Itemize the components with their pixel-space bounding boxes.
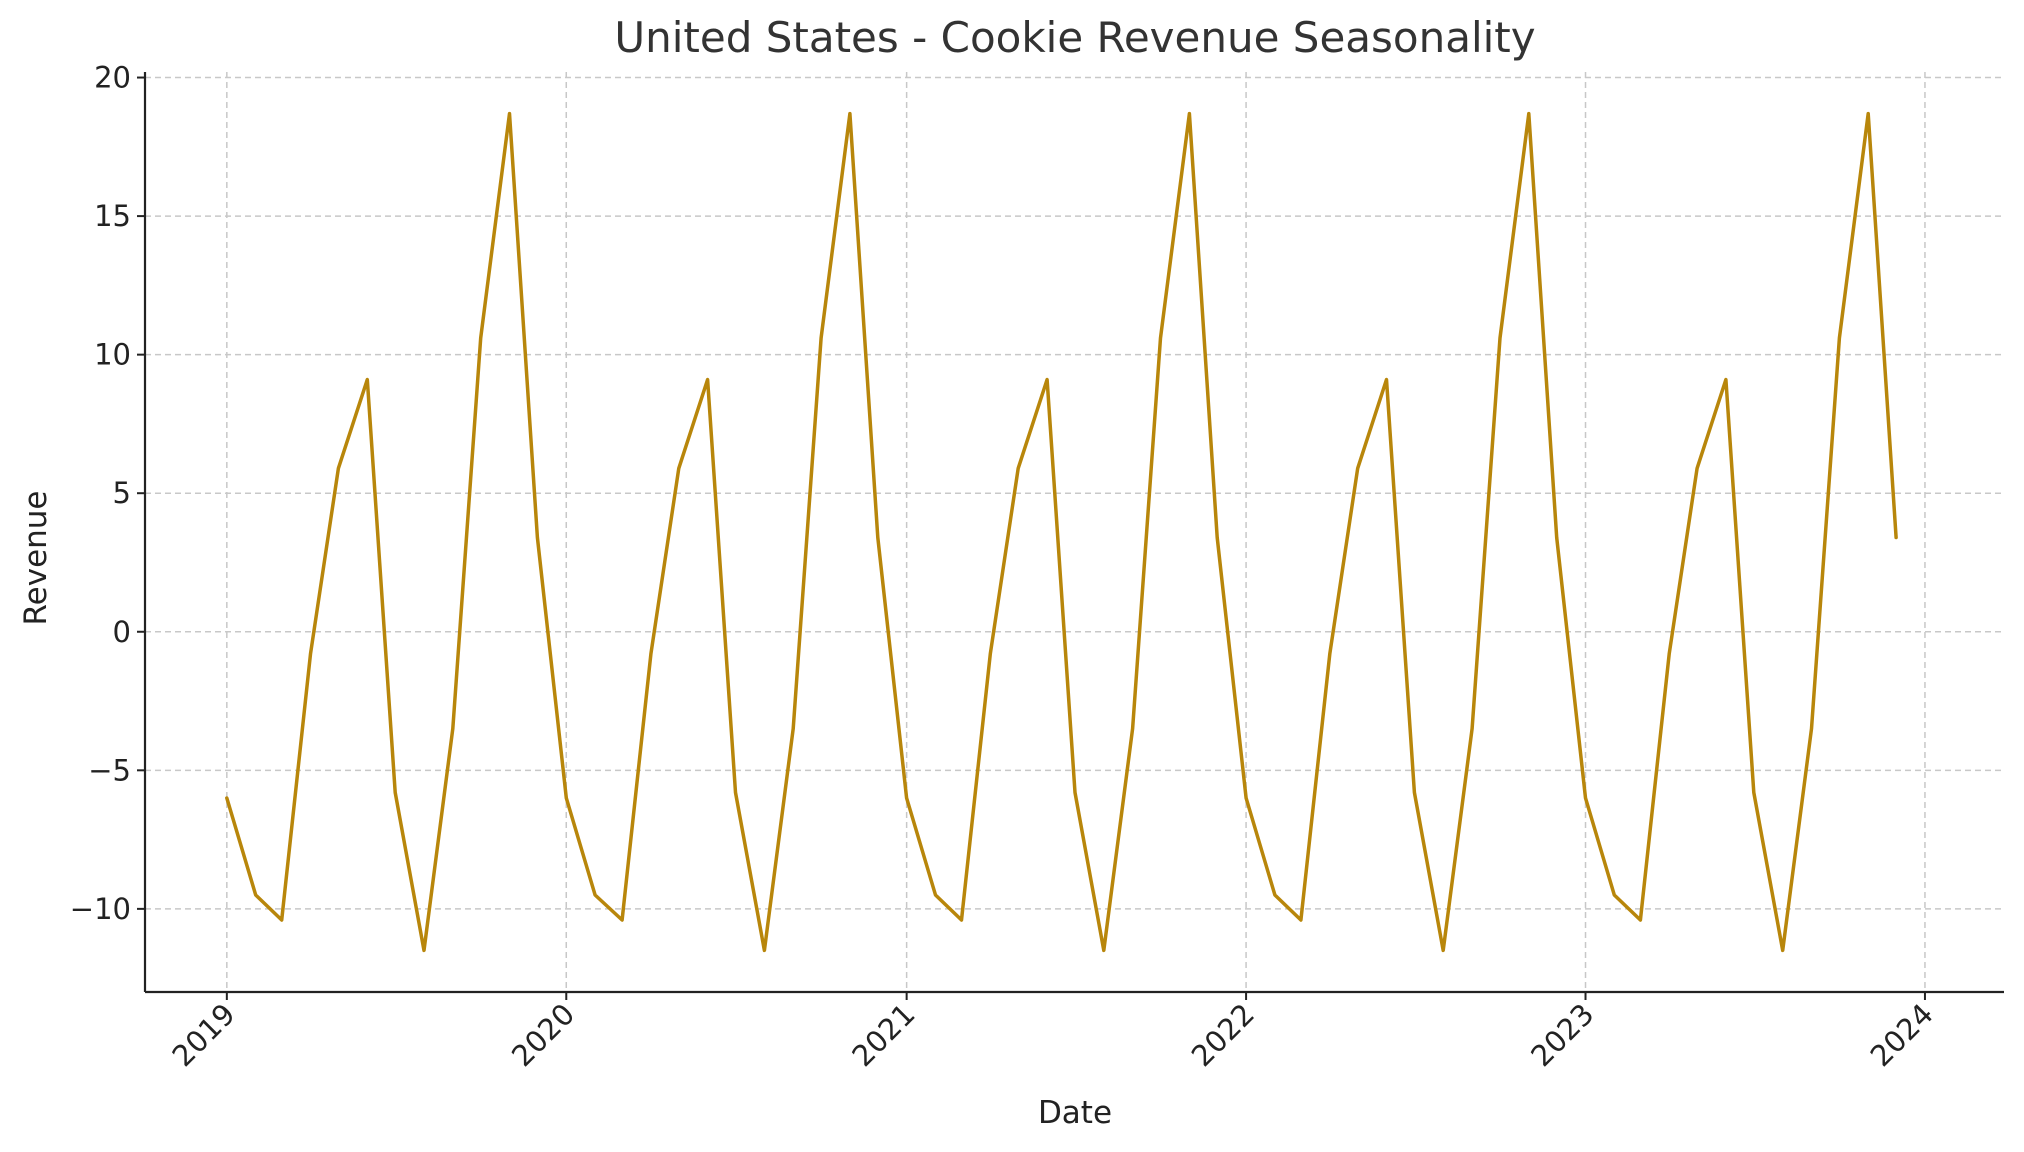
revenue-series-line	[225, 111, 1898, 953]
x-tick-label: 2020	[505, 997, 581, 1073]
axes	[137, 72, 2004, 1000]
x-tick-label: 2024	[1864, 997, 1940, 1073]
grid-lines	[145, 72, 2004, 992]
x-tick-label: 2019	[166, 997, 242, 1073]
x-axis-label: Date	[1038, 1095, 1112, 1131]
chart-title: United States - Cookie Revenue Seasonali…	[614, 13, 1535, 62]
x-tick-label: 2022	[1185, 997, 1261, 1073]
y-axis-label: Revenue	[18, 490, 54, 625]
y-tick-label: 0	[113, 615, 131, 649]
y-tick-label: 10	[94, 338, 131, 372]
y-tick-label: −5	[88, 753, 131, 787]
y-tick-label: 20	[94, 61, 131, 95]
y-tick-label: 15	[94, 199, 131, 233]
x-tick-label: 2021	[845, 997, 921, 1073]
x-tick-label: 2023	[1524, 997, 1600, 1073]
series-layer	[225, 111, 1898, 953]
y-tick-label: 5	[113, 476, 131, 510]
y-tick-label: −10	[70, 892, 131, 926]
